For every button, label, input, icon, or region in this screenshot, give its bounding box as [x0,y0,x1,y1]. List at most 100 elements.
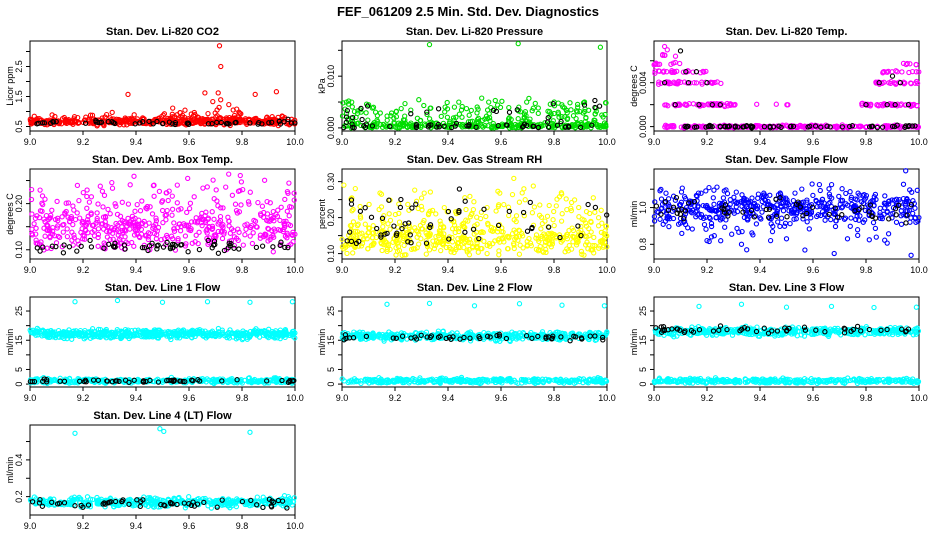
page-title: FEF_061209 2.5 Min. Std. Dev. Diagnostic… [336,4,600,19]
x-tick-label: 10.0 [910,265,928,275]
y-tick-label: 0 [326,382,336,387]
figure-li820-co2: Stan. Dev. Li-820 CO2 Licor ppm 9.0 9.2 9.… [0,25,312,153]
plot-box [29,296,296,388]
series-overlay-black [34,237,291,256]
plot-canvas-li820-temp: 9.0 9.2 9.4 9.6 9.8 10.0 0.000 0.004 [638,40,928,147]
y-tick-label: 0.5 [14,120,24,133]
plot-canvas-li820-co2: 9.0 9.2 9.4 9.6 9.8 10.0 0.5 1.5 2.5 [14,40,304,147]
x-tick-label: 9.2 [77,137,90,147]
x-tick-label: 9.0 [24,393,37,403]
y-tick-label: 5 [14,367,24,372]
x-tick-label: 9.6 [183,521,196,531]
series-line3-flow-sd [651,301,922,387]
x-tick-label: 9.6 [807,393,820,403]
x-tick-label: 9.8 [548,137,561,147]
y-tick-label: 0.000 [326,117,336,140]
series-gas-stream-rh-sd [339,175,610,258]
x-tick-label: 9.8 [236,265,249,275]
x-tick-label: 9.2 [389,393,402,403]
series-overlay-black [653,194,915,226]
y-tick-label: 0.20 [14,195,24,213]
x-tick-label: 9.0 [24,265,37,275]
x-tick-label: 9.8 [860,137,873,147]
plot-box [341,168,608,260]
x-tick-label: 9.2 [701,393,714,403]
plot-canvas-line1-flow: 9.0 9.2 9.4 9.6 9.8 10.0 0 5 15 25 [14,296,304,403]
x-tick-label: 9.6 [495,265,508,275]
x-tick-label: 9.8 [236,137,249,147]
x-tick-label: 9.6 [183,137,196,147]
plot-canvas-line4-lt-flow: 9.0 9.2 9.4 9.6 9.8 10.0 0.2 0.4 [14,424,304,531]
x-tick-label: 9.2 [77,265,90,275]
x-tick-label: 9.0 [24,521,37,531]
chart-title: Stan. Dev. Line 1 Flow [104,282,221,294]
y-tick-label: 0.8 [638,238,648,251]
x-tick-label: 9.2 [701,137,714,147]
y-tick-label: 15 [638,335,648,345]
x-tick-label: 10.0 [286,393,304,403]
x-tick-label: 10.0 [286,265,304,275]
x-tick-label: 10.0 [598,393,616,403]
x-tick-label: 9.4 [754,393,767,403]
chart-title: Stan. Dev. Line 3 Flow [728,282,845,294]
y-tick-label: 1.5 [14,90,24,103]
plot-canvas-line2-flow: 9.0 9.2 9.4 9.6 9.8 10.0 0 5 15 25 [326,296,616,403]
plot-box [341,296,608,388]
y-tick-label: 15 [14,335,24,345]
x-tick-label: 9.8 [860,393,873,403]
series-overlay-black [661,48,918,131]
y-tick-label: 5 [638,367,648,372]
series-overlay-black [341,97,603,131]
chart-title: Stan. Dev. Line 4 (LT) Flow [93,410,232,422]
y-tick-label: 1.0 [638,201,648,214]
x-tick-label: 9.6 [495,137,508,147]
x-tick-label: 10.0 [286,137,304,147]
x-tick-label: 9.4 [442,393,455,403]
x-tick-label: 9.4 [130,265,143,275]
series-overlay-black [29,496,290,511]
x-tick-label: 9.2 [389,137,402,147]
x-tick-label: 10.0 [910,137,928,147]
x-tick-label: 9.0 [24,137,37,147]
figure-line4-lt-flow: Stan. Dev. Line 4 (LT) Flow ml/min 9.0 9.… [0,409,312,537]
chart-title: Stan. Dev. Sample Flow [725,154,848,166]
y-tick-label: 0.4 [14,454,24,467]
plot-canvas-line3-flow: 9.0 9.2 9.4 9.6 9.8 10.0 0 5 15 25 [638,296,928,403]
x-tick-label: 9.2 [77,521,90,531]
plot-box [29,424,296,516]
plot-box [341,40,608,132]
x-tick-label: 9.6 [183,265,196,275]
x-tick-label: 9.8 [236,393,249,403]
x-tick-label: 10.0 [910,393,928,403]
series-overlay-black [27,376,297,385]
y-tick-label: 0.10 [326,245,336,263]
x-tick-label: 9.4 [754,137,767,147]
y-tick-label: 0.004 [638,71,648,94]
x-tick-label: 9.0 [336,265,349,275]
y-tick-label: 0.000 [638,115,648,138]
series-overlay-black [653,323,912,336]
x-tick-label: 10.0 [598,137,616,147]
x-tick-label: 9.4 [442,265,455,275]
y-tick-label: 5 [326,367,336,372]
series-li820-co2-sd [27,43,298,129]
figure-line1-flow: Stan. Dev. Line 1 Flow ml/min 9.0 9.2 9.4 9… [0,281,312,409]
chart-title: Stan. Dev. Gas Stream RH [406,154,543,166]
x-tick-label: 9.0 [648,393,661,403]
series-sample-flow-sd [651,168,922,258]
series-li820-pressure-sd [339,40,609,131]
series-overlay-black [344,186,610,247]
y-tick-label: 0.010 [326,65,336,88]
series-amb-box-temp-sd [28,171,298,255]
plot-box [653,40,920,132]
figure-amb-box-temp: Stan. Dev. Amb. Box Temp. degrees C 9.0 9… [0,153,312,281]
y-tick-label: 0.10 [14,241,24,259]
series-line2-flow-sd [339,300,610,387]
y-tick-label: 0 [14,382,24,387]
x-tick-label: 9.4 [130,137,143,147]
x-tick-label: 9.8 [236,521,249,531]
y-tick-label: 25 [638,306,648,316]
figure-sample-flow: Stan. Dev. Sample Flow ml/min 9.0 9.2 9.4 9… [624,153,936,281]
y-tick-label: 25 [14,306,24,316]
x-tick-label: 10.0 [598,265,616,275]
